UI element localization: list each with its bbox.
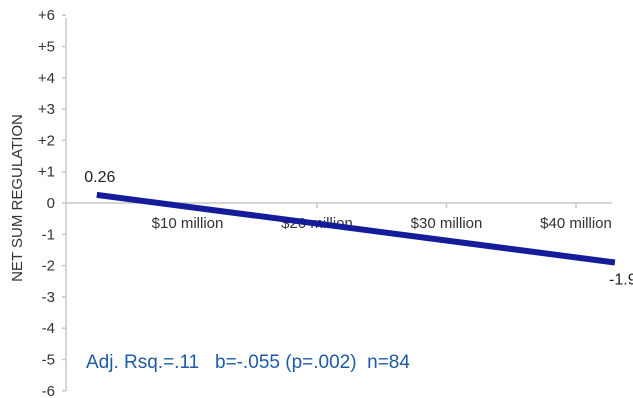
data-labels: 0.26 -1.9 [84,169,633,289]
y-axis: +6 +5 +4 +3 +2 +1 0 -1 -2 -3 -4 -5 -6 [38,7,67,398]
series-group [96,191,616,266]
y-tick-label: -5 [42,352,55,369]
x-tick-label: $30 million [411,215,483,232]
series-line [96,191,616,266]
data-label-end: -1.9 [609,271,633,288]
y-tick-label: -1 [42,226,55,243]
y-tick-label: -3 [42,289,55,306]
y-tick-label: +3 [38,101,55,118]
y-tick-label: -4 [42,320,55,337]
y-tick-label: +6 [38,7,55,24]
x-tick-label: $10 million [152,215,224,232]
y-tick-label: 0 [47,195,55,212]
regression-stats-annotation: Adj. Rsq.=.11 b=-.055 (p=.002) n=84 [86,352,410,373]
x-tick-label: $40 million [540,215,612,232]
y-axis-label: NET SUM REGULATION [9,114,26,282]
y-tick-label: +4 [38,70,55,87]
y-tick-label: +1 [38,164,55,181]
y-tick-label: +2 [38,132,55,149]
y-tick-label: -6 [42,383,55,398]
y-tick-label: -2 [42,258,55,275]
data-label-start: 0.26 [84,169,115,186]
y-tick-label: +5 [38,39,55,56]
